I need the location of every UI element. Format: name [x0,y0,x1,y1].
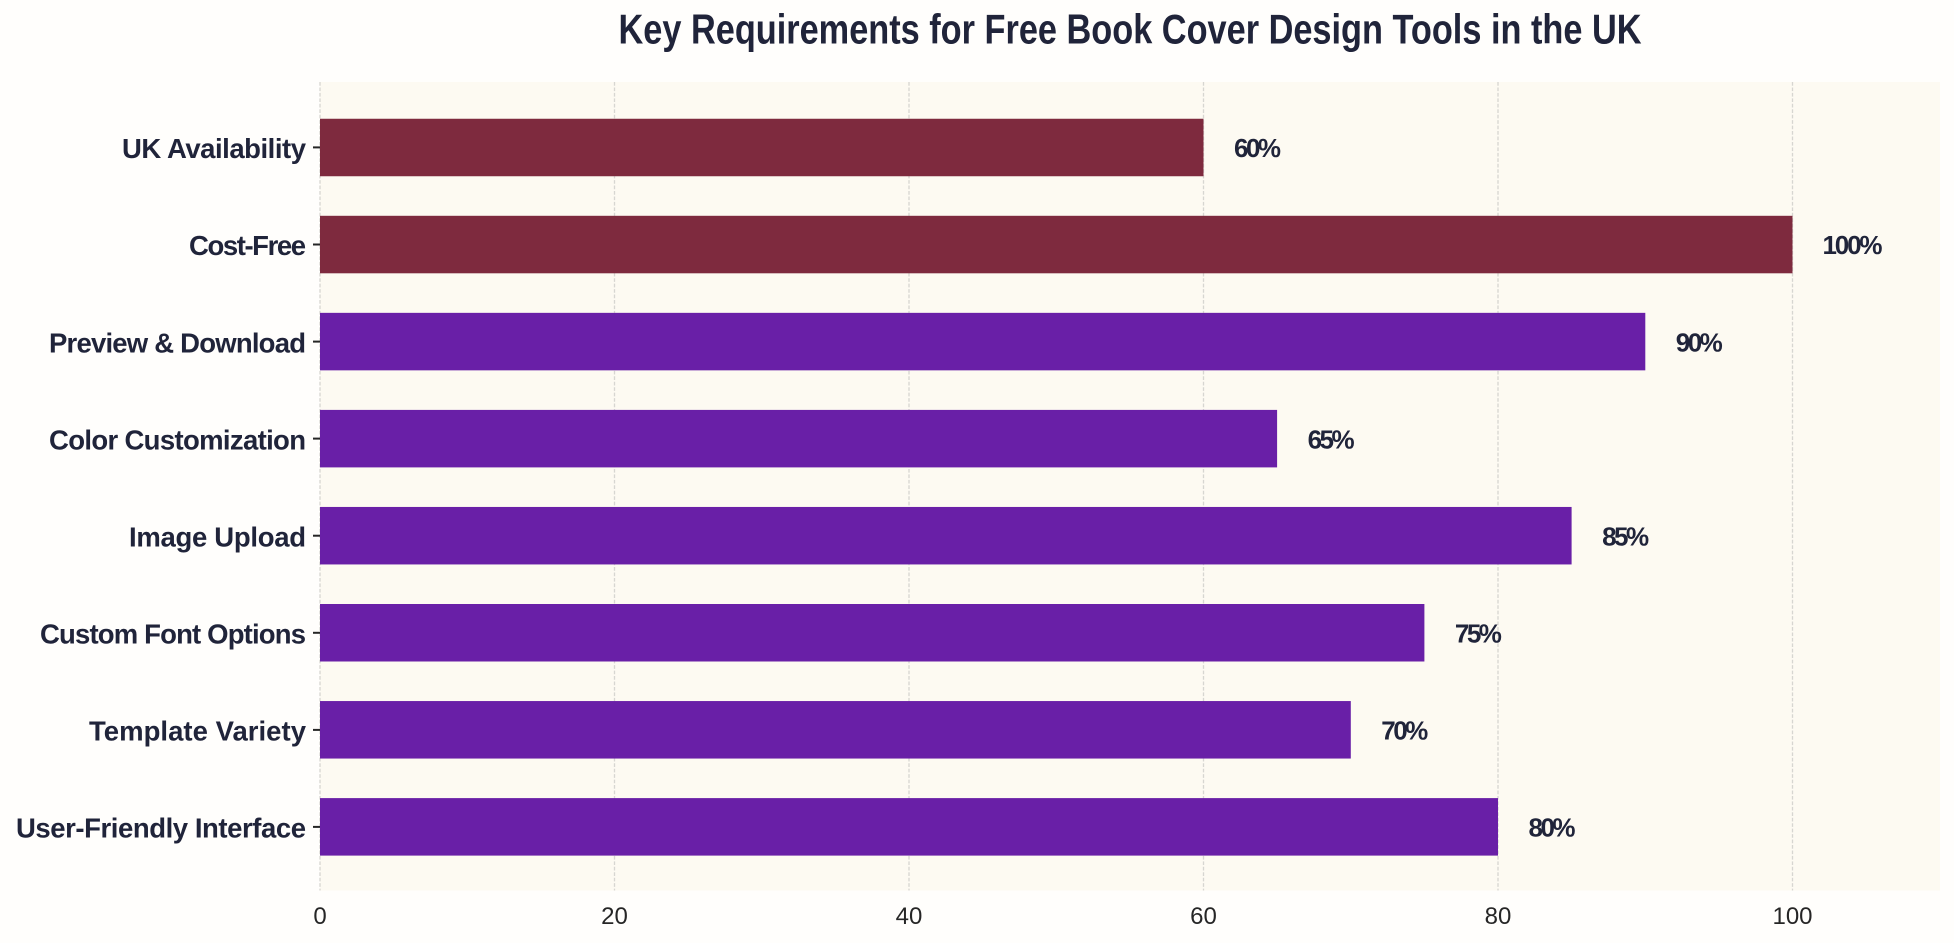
svg-text:90%: 90% [1676,327,1723,357]
svg-text:Custom Font Options: Custom Font Options [40,619,306,650]
svg-text:UK Availability: UK Availability [122,133,307,164]
svg-text:80%: 80% [1529,813,1576,843]
svg-text:100%: 100% [1823,230,1883,260]
svg-text:40: 40 [896,903,923,930]
svg-text:60%: 60% [1234,133,1281,163]
svg-text:70%: 70% [1381,716,1428,746]
svg-text:60: 60 [1190,903,1217,930]
svg-text:Color Customization: Color Customization [49,424,306,455]
svg-text:Preview & Download: Preview & Download [49,327,306,358]
svg-text:Cost-Free: Cost-Free [189,230,306,261]
svg-text:80: 80 [1485,903,1512,930]
svg-text:Key Requirements for Free Book: Key Requirements for Free Book Cover Des… [619,6,1642,53]
svg-text:User-Friendly Interface: User-Friendly Interface [16,813,306,844]
svg-text:Template Variety: Template Variety [89,716,307,747]
svg-text:Image Upload: Image Upload [129,521,306,552]
svg-text:20: 20 [601,903,628,930]
svg-text:65%: 65% [1308,424,1355,454]
svg-text:85%: 85% [1602,521,1649,551]
svg-text:75%: 75% [1455,619,1502,649]
svg-text:0: 0 [313,903,326,930]
svg-text:100: 100 [1772,903,1812,930]
